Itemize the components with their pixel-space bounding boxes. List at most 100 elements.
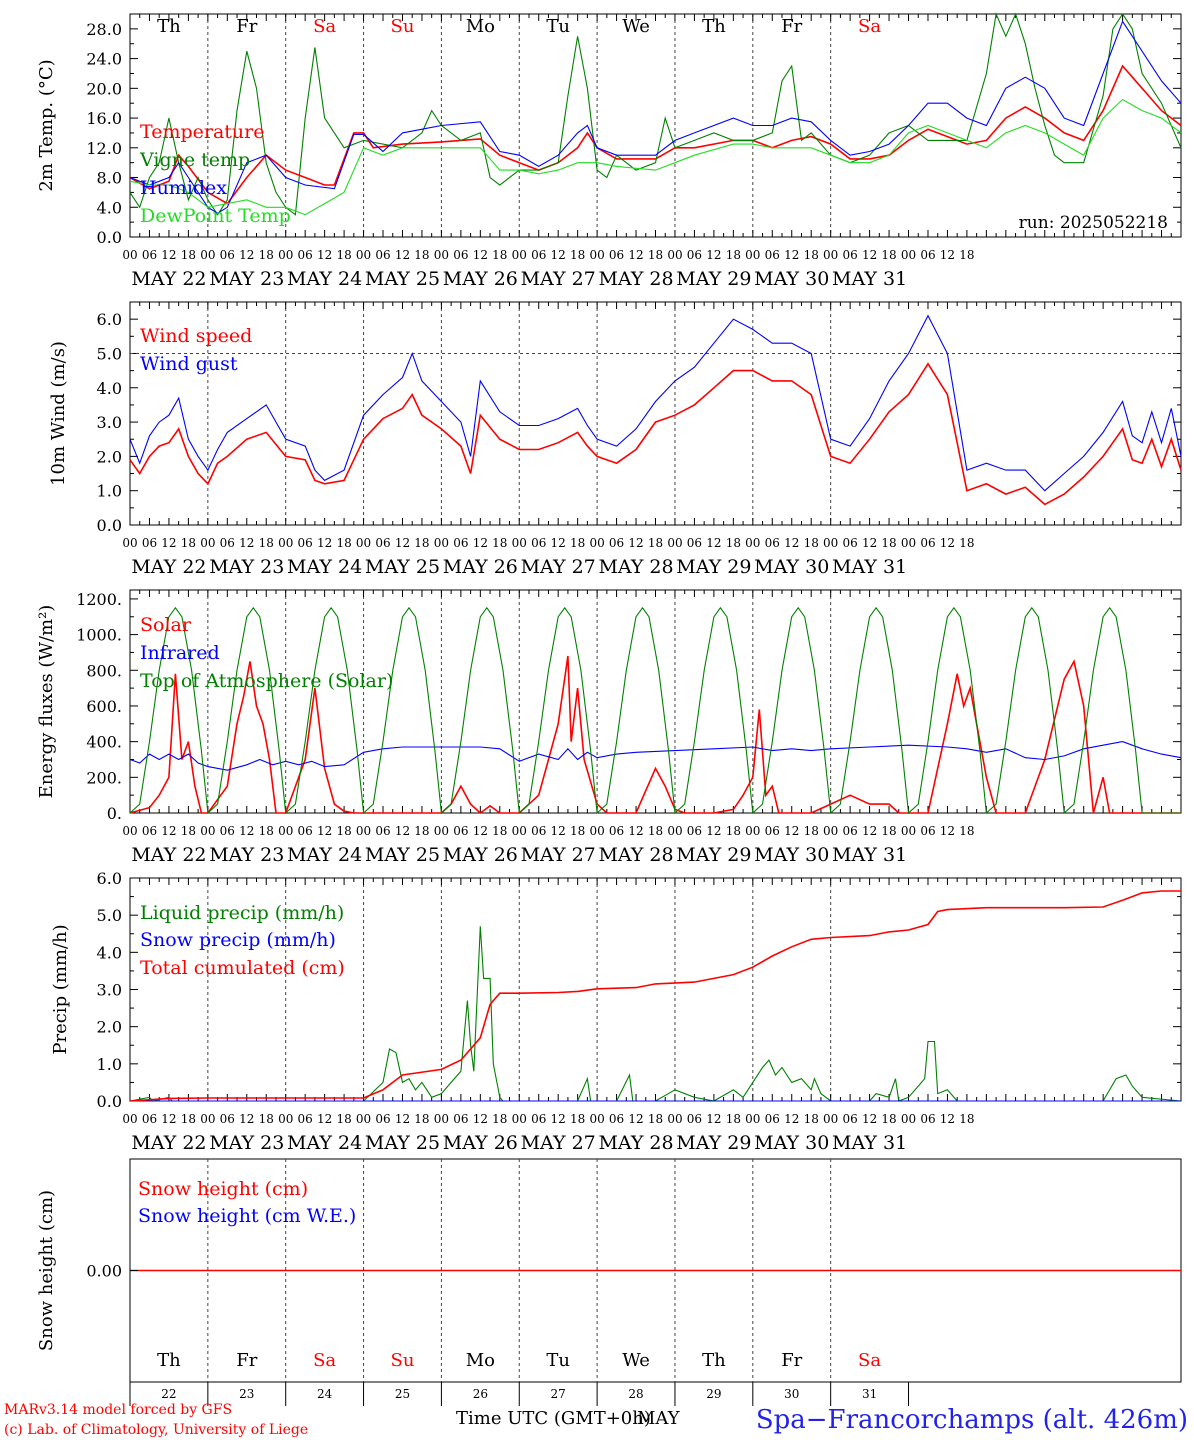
date-label: MAY 30	[754, 1132, 829, 1154]
y-tick-label: 3.0	[97, 981, 122, 1000]
date-label: MAY 26	[443, 1132, 518, 1154]
hour-tick-label: 18	[804, 536, 819, 550]
hour-tick-label: 18	[492, 248, 507, 262]
hour-tick-label: 06	[920, 824, 935, 838]
hour-tick-label: 18	[881, 1112, 896, 1126]
weekday-label: Sa	[313, 1350, 336, 1371]
hour-tick-label: 18	[648, 248, 663, 262]
y-tick-label: 800.	[86, 661, 122, 680]
hour-tick-label: 06	[920, 248, 935, 262]
date-label: MAY 23	[209, 1132, 284, 1154]
hour-tick-label: 12	[784, 1112, 799, 1126]
hour-tick-label: 18	[959, 536, 974, 550]
weekday-label: We	[622, 1350, 650, 1371]
y-tick-label: 3.0	[97, 413, 122, 432]
hour-tick-label: 18	[881, 824, 896, 838]
hour-tick-label: 12	[628, 1112, 643, 1126]
hour-tick-label: 00	[434, 536, 449, 550]
hour-tick-label: 18	[181, 248, 196, 262]
copyright: (c) Lab. of Climatology, University of L…	[4, 1422, 308, 1438]
day-number-label: 25	[395, 1387, 410, 1401]
panel-frame	[129, 589, 1182, 814]
hour-tick-label: 06	[687, 536, 702, 550]
hour-tick-label: 06	[142, 824, 157, 838]
series-line-top-of-atmosphere-solar-	[129, 606, 1181, 815]
legend-entry: Wind speed	[140, 325, 252, 347]
hour-tick-label: 00	[356, 536, 371, 550]
day-number-label: 31	[862, 1387, 877, 1401]
weekday-label: Fr	[236, 16, 257, 37]
y-tick-label: 200.	[86, 768, 122, 787]
date-label: MAY 24	[287, 268, 362, 290]
y-tick-label: 400.	[86, 733, 122, 752]
y-tick-label: 2.0	[97, 1018, 122, 1037]
day-number-label: 22	[161, 1387, 176, 1401]
hour-tick-label: 12	[161, 1112, 176, 1126]
hour-tick-label: 06	[298, 824, 313, 838]
y-axis-label: 10m Wind (m/s)	[48, 341, 69, 486]
date-label: MAY 25	[365, 1132, 440, 1154]
legend-entry: Solar	[140, 614, 192, 636]
panel-4: 0.0 1.0 2.0 3.0 4.0 5.0 6.0 00 06 12 18 00 06 12 18 00 0…	[50, 869, 1182, 1154]
hour-tick-label: 18	[259, 824, 274, 838]
hour-tick-label: 18	[881, 248, 896, 262]
series-line-vigne-temp	[129, 12, 1182, 216]
panel-frame	[129, 301, 1182, 526]
hour-tick-label: 00	[745, 248, 760, 262]
series-line-humidex	[129, 20, 1182, 214]
hour-tick-label: 12	[706, 536, 721, 550]
hour-tick-label: 18	[336, 824, 351, 838]
hour-tick-label: 00	[745, 536, 760, 550]
hour-tick-label: 06	[609, 824, 624, 838]
weekday-label: Th	[702, 16, 726, 37]
hour-tick-label: 12	[317, 824, 332, 838]
hour-tick-label: 18	[726, 824, 741, 838]
hour-tick-label: 06	[687, 1112, 702, 1126]
y-tick-label: 1000.	[76, 626, 122, 645]
hour-tick-label: 12	[473, 1112, 488, 1126]
hour-tick-label: 06	[453, 536, 468, 550]
hour-tick-label: 18	[959, 1112, 974, 1126]
hour-tick-label: 18	[726, 248, 741, 262]
hour-tick-label: 00	[434, 1112, 449, 1126]
weekday-label: Fr	[236, 1350, 257, 1371]
hour-tick-label: 06	[842, 248, 857, 262]
y-axis-label: Snow height (cm)	[36, 1190, 57, 1351]
hour-tick-label: 06	[531, 1112, 546, 1126]
date-label: MAY 25	[365, 844, 440, 866]
hour-tick-label: 00	[823, 248, 838, 262]
y-tick-label: 4.0	[97, 198, 122, 217]
weekday-label: Sa	[858, 16, 881, 37]
hour-tick-label: 12	[395, 1112, 410, 1126]
y-tick-label: 1.0	[97, 1055, 122, 1074]
hour-tick-label: 06	[765, 536, 780, 550]
hour-tick-label: 00	[667, 1112, 682, 1126]
date-label: MAY 30	[754, 556, 829, 578]
date-label: MAY 29	[676, 844, 751, 866]
hour-tick-label: 06	[142, 248, 157, 262]
y-tick-label: 12.0	[86, 139, 122, 158]
legend-entry: Liquid precip (mm/h)	[140, 902, 344, 924]
day-number-label: 23	[239, 1387, 254, 1401]
meteogram-panels: 0.04.08.012.016.020.024.028.000 06 12 18 00 0…	[36, 12, 1182, 1406]
y-tick-label: 0.0	[97, 228, 122, 247]
hour-tick-label: 12	[628, 824, 643, 838]
hour-tick-label: 00	[589, 1112, 604, 1126]
hour-tick-label: 12	[395, 248, 410, 262]
hour-tick-label: 12	[317, 248, 332, 262]
legend-entry: Wind gust	[140, 353, 238, 375]
hour-tick-label: 06	[375, 1112, 390, 1126]
hour-tick-label: 18	[726, 536, 741, 550]
panel-frame	[129, 13, 1182, 238]
legend-entry: Humidex	[140, 177, 227, 199]
hour-tick-label: 06	[220, 824, 235, 838]
hour-tick-label: 18	[492, 824, 507, 838]
hour-tick-label: 12	[862, 248, 877, 262]
hour-tick-label: 06	[298, 536, 313, 550]
y-tick-label: 28.0	[86, 20, 122, 39]
weekday-label: Tu	[546, 16, 570, 37]
hour-tick-label: 00	[434, 248, 449, 262]
hour-tick-label: 06	[765, 1112, 780, 1126]
hour-tick-label: 12	[784, 536, 799, 550]
date-label: MAY 22	[131, 268, 206, 290]
